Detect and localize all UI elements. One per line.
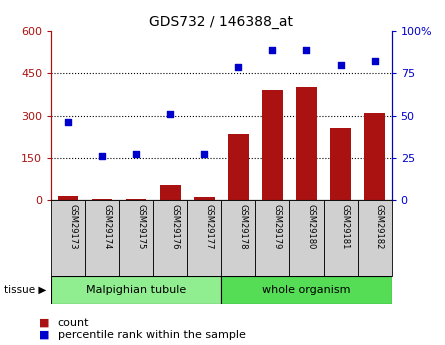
Text: whole organism: whole organism <box>262 285 351 295</box>
Point <box>201 152 208 157</box>
Point <box>235 64 242 69</box>
Text: GSM29178: GSM29178 <box>239 204 247 249</box>
Bar <box>324 200 358 276</box>
Bar <box>160 185 181 200</box>
Point <box>337 62 344 68</box>
Title: GDS732 / 146388_at: GDS732 / 146388_at <box>150 14 293 29</box>
Bar <box>255 200 290 276</box>
Bar <box>92 199 113 200</box>
Bar <box>222 200 255 276</box>
Point <box>269 47 276 52</box>
Text: ■: ■ <box>39 330 50 339</box>
Text: ■: ■ <box>39 318 50 327</box>
Text: tissue ▶: tissue ▶ <box>4 285 47 295</box>
Bar <box>262 90 283 200</box>
Point <box>371 59 378 64</box>
Point <box>65 120 72 125</box>
Point <box>167 111 174 117</box>
Text: GSM29182: GSM29182 <box>375 204 384 249</box>
Bar <box>296 87 317 200</box>
Text: GSM29175: GSM29175 <box>136 204 145 249</box>
Text: GSM29176: GSM29176 <box>170 204 179 249</box>
Bar <box>85 200 119 276</box>
Text: GSM29174: GSM29174 <box>102 204 111 249</box>
Bar <box>51 200 85 276</box>
Point <box>99 154 106 159</box>
Bar <box>153 200 187 276</box>
Text: GSM29173: GSM29173 <box>68 204 77 249</box>
Bar <box>358 200 392 276</box>
Point <box>303 47 310 52</box>
Bar <box>228 134 249 200</box>
Point <box>133 152 140 157</box>
Bar <box>330 128 351 200</box>
Bar <box>364 113 385 200</box>
Text: GSM29177: GSM29177 <box>204 204 213 249</box>
Bar <box>51 276 222 304</box>
Bar <box>194 197 214 200</box>
Bar <box>290 200 324 276</box>
Bar <box>222 276 392 304</box>
Text: GSM29181: GSM29181 <box>340 204 349 249</box>
Bar <box>58 196 78 200</box>
Bar <box>187 200 222 276</box>
Text: GSM29179: GSM29179 <box>272 204 281 249</box>
Text: GSM29180: GSM29180 <box>307 204 316 249</box>
Text: count: count <box>58 318 89 327</box>
Text: percentile rank within the sample: percentile rank within the sample <box>58 330 246 339</box>
Bar <box>119 200 153 276</box>
Bar <box>126 199 146 200</box>
Text: Malpighian tubule: Malpighian tubule <box>86 285 186 295</box>
